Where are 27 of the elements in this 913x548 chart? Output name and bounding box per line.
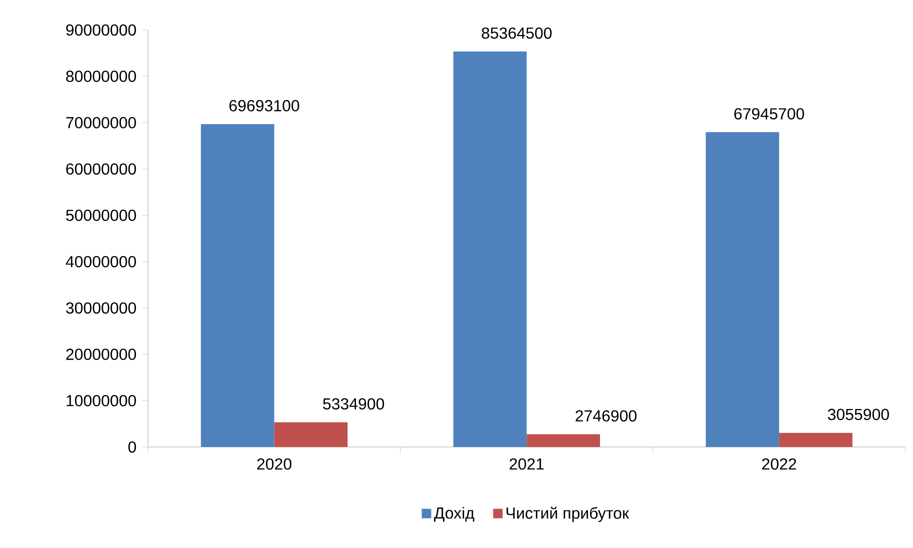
y-tick-label: 60000000 (66, 163, 136, 175)
x-tick-label: 2020 (257, 458, 292, 470)
bar (779, 432, 852, 447)
data-label: 67945700 (734, 108, 804, 120)
bar (274, 422, 348, 447)
y-tick-label: 20000000 (66, 348, 136, 360)
legend-label: Чистий прибуток (506, 506, 630, 522)
y-tick-label: 70000000 (66, 117, 136, 128)
legend-label: Дохід (434, 506, 474, 522)
x-tick-label: 2021 (510, 458, 544, 470)
bar (453, 51, 527, 447)
y-tick-label: 90000000 (66, 24, 136, 36)
data-label: 3055900 (828, 408, 889, 420)
data-label: 69693100 (229, 100, 300, 112)
data-label: 5334900 (323, 398, 384, 410)
data-label: 2746900 (576, 410, 637, 422)
y-tick-label: 40000000 (66, 256, 136, 268)
y-tick-label: 0 (128, 441, 136, 453)
y-tick-label: 80000000 (66, 70, 136, 82)
bar (200, 124, 274, 447)
bar (526, 434, 600, 447)
x-tick-label: 2022 (762, 458, 796, 470)
bar (706, 132, 780, 447)
y-tick-label: 10000000 (66, 394, 136, 406)
data-label: 85364500 (482, 27, 552, 39)
y-tick-label: 30000000 (66, 302, 136, 314)
y-tick-label: 50000000 (66, 210, 136, 221)
